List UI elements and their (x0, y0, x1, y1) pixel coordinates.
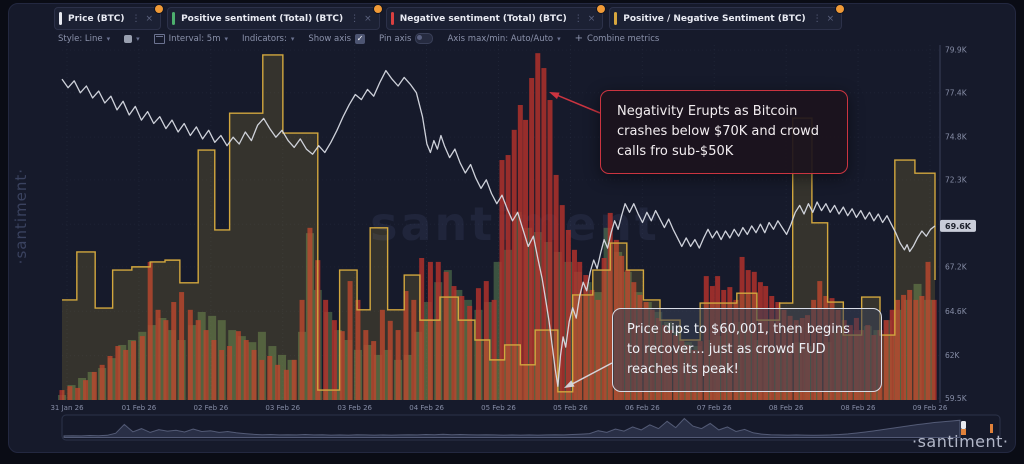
color-chip (124, 34, 133, 43)
tab-menu-icon[interactable]: ⋮ (131, 13, 141, 24)
svg-text:79.9K: 79.9K (945, 46, 968, 55)
svg-text:77.4K: 77.4K (945, 88, 968, 97)
axis-maxmin-label: Axis max/min: Auto/Auto (447, 33, 554, 44)
svg-text:09 Feb 26: 09 Feb 26 (913, 404, 948, 412)
santiment-watermark-left: ·santiment· (12, 168, 30, 265)
indicators-dropdown[interactable]: Indicators: ▾ (242, 34, 294, 44)
svg-text:03 Feb 26: 03 Feb 26 (337, 404, 372, 412)
tab-negative-sentiment[interactable]: Negative sentiment (Total) (BTC) ⋮ × (385, 4, 607, 30)
svg-text:05 Feb 26: 05 Feb 26 (553, 404, 588, 412)
pin-axis-toggle[interactable]: Pin axis (379, 33, 434, 44)
interval-label: Interval: 5m (168, 33, 221, 44)
style-label: Style: Line (58, 33, 103, 44)
price-line (61, 69, 936, 387)
tab-close-icon[interactable]: × (364, 13, 372, 24)
timeline-scrubber[interactable] (61, 414, 1001, 441)
svg-text:08 Feb 26: 08 Feb 26 (769, 404, 804, 412)
metric-color-bar (172, 12, 176, 25)
price-axis[interactable]: 79.9K77.4K74.8K72.3K69.7K67.2K64.6K62K59… (939, 45, 976, 403)
pin-axis-label: Pin axis (379, 33, 412, 44)
chevron-down-icon: ▾ (224, 34, 228, 43)
svg-text:08 Feb 26: 08 Feb 26 (841, 404, 876, 412)
notification-badge (154, 4, 165, 14)
plus-icon: + (574, 33, 584, 44)
notification-badge (596, 4, 607, 14)
metric-color-bar (614, 12, 618, 25)
show-axis-checkbox[interactable]: Show axis ✓ (308, 33, 366, 44)
tab-menu-icon[interactable]: ⋮ (350, 13, 360, 24)
santiment-watermark-bottom: ·santiment· (912, 432, 1009, 451)
tab-menu-icon[interactable]: ⋮ (573, 13, 583, 24)
svg-text:05 Feb 26: 05 Feb 26 (481, 404, 516, 412)
tab-label: Price (BTC) (68, 13, 125, 24)
svg-text:03 Feb 26: 03 Feb 26 (265, 404, 300, 412)
tab-label: Negative sentiment (Total) (BTC) (399, 13, 567, 24)
annotation-arrows (549, 92, 613, 388)
scrubber-position-marker[interactable] (990, 424, 993, 433)
tab-pos-neg-ratio[interactable]: Positive / Negative Sentiment (BTC) ⋮ × (609, 4, 846, 30)
checkbox-checked-icon[interactable]: ✓ (355, 33, 366, 44)
tab-menu-icon[interactable]: ⋮ (812, 13, 822, 24)
chevron-down-icon: ▾ (106, 34, 111, 43)
combine-metrics-label: Combine metrics (587, 33, 660, 44)
svg-text:31 Jan 26: 31 Jan 26 (50, 404, 84, 412)
metric-tabs: Price (BTC) ⋮ × Positive sentiment (Tota… (54, 4, 846, 30)
svg-text:62K: 62K (945, 351, 961, 360)
annotation-text: Price dips to $60,001, then begins to re… (627, 322, 850, 378)
svg-text:67.2K: 67.2K (945, 262, 968, 271)
svg-text:74.8K: 74.8K (945, 133, 968, 142)
annotation-text: Negativity Erupts as Bitcoin crashes bel… (617, 104, 820, 160)
svg-text:64.6K: 64.6K (945, 307, 968, 316)
combine-metrics-button[interactable]: + Combine metrics (575, 33, 660, 44)
current-price-badge (940, 219, 976, 232)
minimap-sparkline (63, 417, 961, 438)
chevron-down-icon: ▾ (557, 34, 561, 43)
tab-close-icon[interactable]: × (587, 13, 596, 24)
metric-color-bar (59, 12, 62, 25)
tab-close-icon[interactable]: × (826, 13, 835, 24)
scrubber-handle[interactable] (961, 421, 966, 429)
annotation-negativity-erupts: Negativity Erupts as Bitcoin crashes bel… (600, 90, 848, 175)
tab-label: Positive sentiment (Total) (BTC) (181, 13, 344, 24)
style-dropdown[interactable]: Style: Line ▾ (58, 34, 110, 44)
tab-price[interactable]: Price (BTC) ⋮ × (54, 4, 165, 30)
calendar-icon (153, 33, 165, 44)
annotation-price-dip: Price dips to $60,001, then begins to re… (612, 308, 882, 393)
axis-maxmin-dropdown[interactable]: Axis max/min: Auto/Auto ▾ (447, 34, 560, 44)
svg-text:06 Feb 26: 06 Feb 26 (625, 404, 660, 412)
notification-badge (372, 4, 383, 14)
color-picker[interactable]: ▾ (124, 34, 140, 43)
chevron-down-icon: ▾ (136, 34, 140, 43)
svg-text:02 Feb 26: 02 Feb 26 (193, 404, 228, 412)
svg-text:07 Feb 26: 07 Feb 26 (697, 404, 732, 412)
notification-badge (835, 4, 846, 14)
chevron-down-icon: ▾ (290, 34, 295, 43)
svg-text:04 Feb 26: 04 Feb 26 (409, 404, 444, 412)
date-axis-labels: 31 Jan 26 01 Feb 26 02 Feb 26 03 Feb 26 03 F… (50, 404, 947, 412)
indicators-label: Indicators: (242, 33, 287, 44)
svg-text:01 Feb 26: 01 Feb 26 (122, 404, 157, 412)
svg-text:72.3K: 72.3K (945, 175, 968, 184)
svg-text:59.5K: 59.5K (945, 394, 968, 403)
show-axis-label: Show axis (308, 33, 352, 44)
tab-label: Positive / Negative Sentiment (BTC) (623, 13, 806, 24)
svg-text:69.6K: 69.6K (945, 222, 972, 231)
chart-toolbar: Style: Line ▾ ▾ Interval: 5m ▾ Indicator… (58, 33, 659, 44)
tab-close-icon[interactable]: × (145, 13, 154, 24)
metric-color-bar (390, 12, 394, 25)
tab-positive-sentiment[interactable]: Positive sentiment (Total) (BTC) ⋮ × (167, 4, 383, 30)
interval-dropdown[interactable]: Interval: 5m ▾ (153, 33, 228, 44)
toggle-off-icon[interactable] (415, 33, 434, 44)
